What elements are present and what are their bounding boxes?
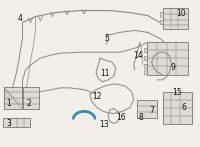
Text: 5: 5 bbox=[105, 34, 109, 43]
Text: 11: 11 bbox=[100, 69, 110, 77]
Bar bbox=[160, 20, 163, 24]
Text: 13: 13 bbox=[99, 120, 109, 129]
Text: 4: 4 bbox=[18, 14, 23, 23]
Text: 3: 3 bbox=[6, 119, 11, 128]
Bar bbox=[3, 118, 30, 127]
Text: 10: 10 bbox=[177, 9, 186, 18]
Text: 8: 8 bbox=[138, 113, 143, 122]
Bar bbox=[144, 48, 147, 52]
Bar bbox=[147, 42, 188, 75]
Bar bbox=[144, 70, 147, 74]
Bar bbox=[137, 100, 157, 118]
Text: 14: 14 bbox=[133, 51, 143, 60]
Bar bbox=[144, 64, 147, 68]
Text: 7: 7 bbox=[149, 106, 154, 115]
Bar bbox=[144, 56, 147, 60]
Bar bbox=[160, 12, 163, 17]
Text: 9: 9 bbox=[170, 63, 175, 72]
Text: 1: 1 bbox=[6, 99, 11, 108]
Bar bbox=[163, 8, 188, 29]
Text: 12: 12 bbox=[92, 92, 102, 101]
Bar bbox=[23, 87, 39, 109]
Text: 15: 15 bbox=[173, 88, 182, 97]
Text: 2: 2 bbox=[26, 99, 31, 108]
Text: 6: 6 bbox=[182, 103, 187, 112]
Text: 16: 16 bbox=[116, 113, 126, 122]
Bar bbox=[163, 92, 192, 123]
Bar bbox=[4, 87, 22, 109]
